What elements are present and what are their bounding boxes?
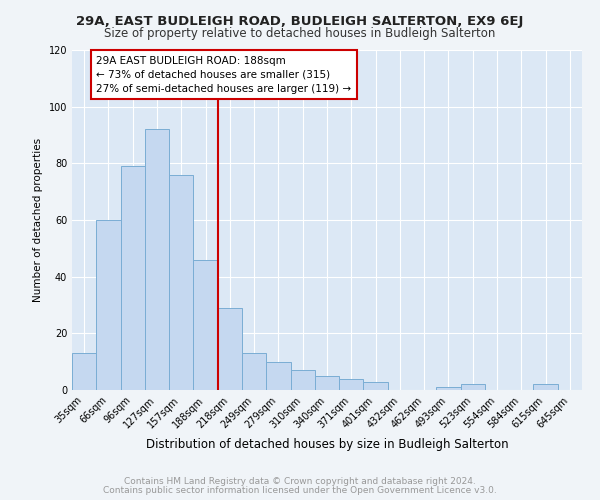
Y-axis label: Number of detached properties: Number of detached properties — [33, 138, 43, 302]
Text: Contains public sector information licensed under the Open Government Licence v3: Contains public sector information licen… — [103, 486, 497, 495]
Bar — [436, 387, 461, 390]
Bar — [290, 370, 315, 390]
Bar — [315, 376, 339, 390]
Bar — [145, 130, 169, 390]
Text: 29A, EAST BUDLEIGH ROAD, BUDLEIGH SALTERTON, EX9 6EJ: 29A, EAST BUDLEIGH ROAD, BUDLEIGH SALTER… — [76, 15, 524, 28]
Text: Contains HM Land Registry data © Crown copyright and database right 2024.: Contains HM Land Registry data © Crown c… — [124, 477, 476, 486]
Bar — [242, 353, 266, 390]
Bar — [339, 378, 364, 390]
Bar — [461, 384, 485, 390]
Bar — [193, 260, 218, 390]
Bar — [169, 174, 193, 390]
Bar — [72, 353, 96, 390]
Text: 29A EAST BUDLEIGH ROAD: 188sqm
← 73% of detached houses are smaller (315)
27% of: 29A EAST BUDLEIGH ROAD: 188sqm ← 73% of … — [96, 56, 352, 94]
Bar — [533, 384, 558, 390]
Bar — [364, 382, 388, 390]
Bar — [266, 362, 290, 390]
Text: Size of property relative to detached houses in Budleigh Salterton: Size of property relative to detached ho… — [104, 28, 496, 40]
Bar — [96, 220, 121, 390]
Bar — [121, 166, 145, 390]
X-axis label: Distribution of detached houses by size in Budleigh Salterton: Distribution of detached houses by size … — [146, 438, 508, 451]
Bar — [218, 308, 242, 390]
